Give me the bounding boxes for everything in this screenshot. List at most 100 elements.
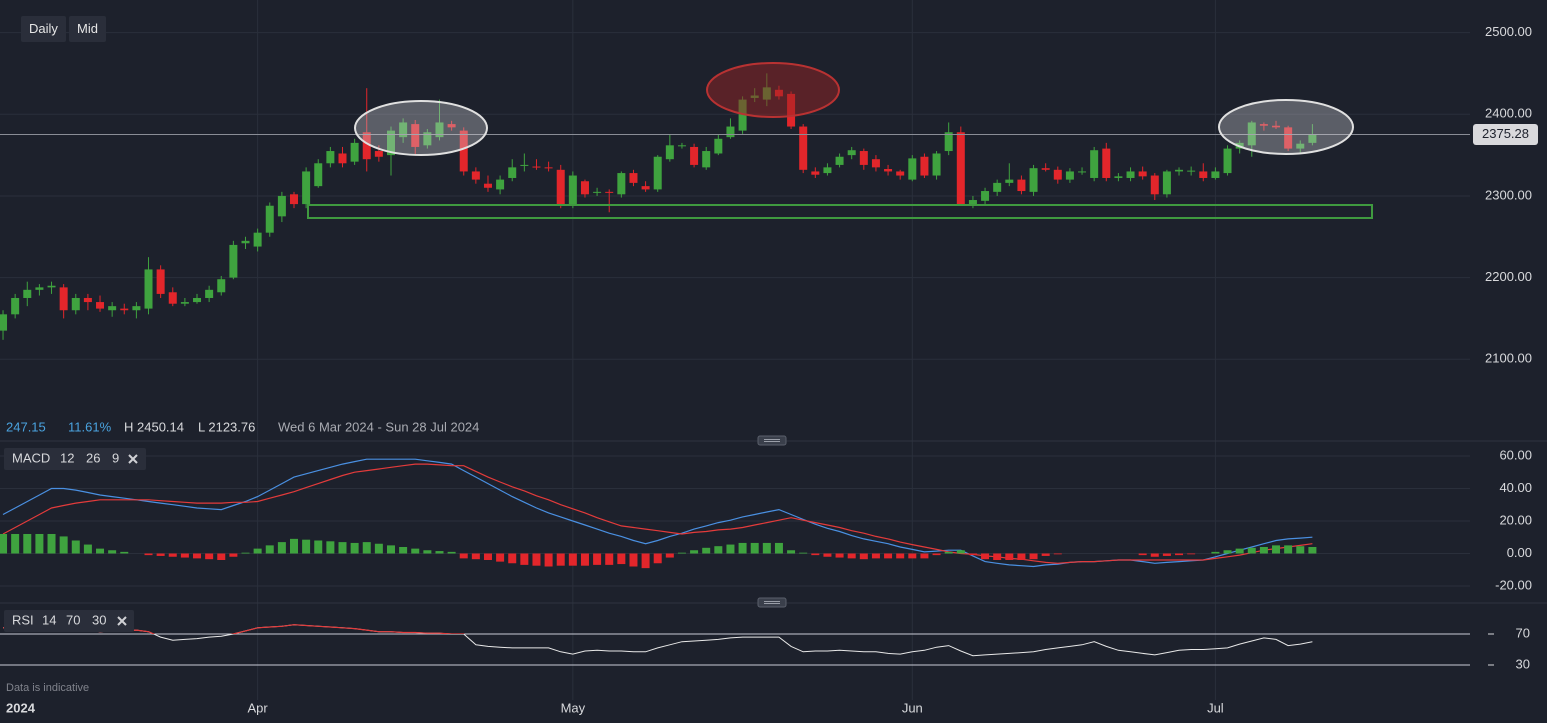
histogram-bar bbox=[690, 550, 699, 554]
y-tick-label: 40.00 bbox=[1499, 480, 1532, 495]
interval-button[interactable]: Daily bbox=[21, 16, 66, 42]
indicator-param: 30 bbox=[92, 612, 106, 627]
histogram-bar bbox=[629, 553, 638, 567]
candle-body bbox=[229, 244, 238, 278]
axes: 2024 Apr May Jun Jul 2500.00 2400.00 2300.00 220… bbox=[6, 24, 1538, 715]
histogram-bar bbox=[568, 553, 577, 566]
candle-body bbox=[823, 167, 832, 174]
histogram-bar bbox=[23, 533, 32, 554]
histogram-bar bbox=[520, 553, 529, 565]
resize-handle[interactable] bbox=[757, 597, 787, 608]
candle-body bbox=[944, 132, 953, 152]
histogram-bar bbox=[459, 553, 468, 559]
x-tick-label: 2024 bbox=[6, 700, 36, 715]
candle-body bbox=[1259, 124, 1268, 126]
candle-body bbox=[1138, 171, 1147, 177]
histogram-bar bbox=[665, 553, 674, 558]
candle-body bbox=[471, 171, 480, 180]
histogram-bar bbox=[314, 540, 323, 554]
candle-body bbox=[884, 168, 893, 172]
candle-body bbox=[386, 130, 395, 156]
histogram-bar bbox=[556, 553, 565, 566]
histogram-bar bbox=[35, 533, 44, 554]
last-price-box bbox=[1473, 123, 1538, 145]
histogram-bar bbox=[823, 553, 832, 557]
candle-body bbox=[1029, 168, 1038, 192]
candle-body bbox=[908, 158, 917, 180]
candle-body bbox=[714, 138, 723, 154]
y-tick-label: 0.00 bbox=[1507, 545, 1532, 560]
candle-body bbox=[1223, 148, 1232, 174]
histogram-bar bbox=[386, 545, 395, 554]
histogram-bar bbox=[435, 551, 444, 554]
candle-body bbox=[568, 175, 577, 205]
candle-body bbox=[593, 191, 602, 193]
histogram-bar bbox=[399, 546, 408, 554]
histogram-bar bbox=[447, 551, 456, 554]
candle-body bbox=[302, 171, 311, 205]
candle-body bbox=[374, 151, 383, 157]
histogram-bar bbox=[908, 553, 917, 559]
histogram-bar bbox=[1259, 546, 1268, 554]
candle-body bbox=[277, 195, 286, 217]
y-tick-label: 2300.00 bbox=[1485, 187, 1532, 202]
handle[interactable] bbox=[757, 597, 787, 608]
histogram-bar bbox=[229, 553, 238, 557]
histogram-bar bbox=[362, 542, 371, 554]
candle-body bbox=[23, 289, 32, 298]
candle-body bbox=[1162, 171, 1171, 195]
histogram-bar bbox=[120, 551, 129, 554]
x-tick-label: Jun bbox=[902, 700, 923, 715]
histogram-bar bbox=[156, 553, 165, 556]
last-price-label: 2375.28 bbox=[1482, 126, 1529, 141]
candle-body bbox=[508, 167, 517, 178]
candle-body bbox=[799, 126, 808, 170]
candle-body bbox=[435, 122, 444, 138]
indicator-param: 9 bbox=[112, 450, 119, 465]
candle-body bbox=[290, 194, 298, 205]
histogram-bar bbox=[1223, 550, 1232, 554]
candle-body bbox=[1296, 143, 1305, 149]
candle-body bbox=[1078, 171, 1087, 173]
histogram-bar bbox=[144, 553, 153, 556]
histogram-bar bbox=[350, 542, 359, 554]
candle-body bbox=[1187, 170, 1196, 172]
candle-body bbox=[993, 182, 1002, 192]
stats-row: 247.15 11.61% H 2450.14 L 2123.76 Wed 6 … bbox=[6, 419, 479, 434]
resize-handle[interactable] bbox=[757, 435, 787, 446]
candle-body bbox=[847, 150, 856, 156]
histogram-bar bbox=[750, 542, 759, 554]
candle-body bbox=[968, 200, 977, 205]
price-type-button[interactable]: Mid bbox=[69, 16, 106, 42]
close-stroke bbox=[128, 454, 138, 464]
footer-note: Data is indicative bbox=[6, 682, 89, 694]
histogram-bar bbox=[726, 544, 735, 554]
histogram-bar bbox=[1272, 545, 1281, 554]
histogram-bar bbox=[483, 553, 492, 561]
histogram-bar bbox=[180, 553, 189, 558]
indicator-name: RSI bbox=[12, 612, 34, 627]
candle-body bbox=[144, 269, 153, 309]
histogram-bar bbox=[544, 553, 553, 567]
histogram-bar bbox=[653, 553, 662, 564]
candle-body bbox=[399, 122, 408, 138]
candle-body bbox=[1126, 171, 1135, 178]
histogram-bar bbox=[714, 546, 723, 554]
indicator-param: 70 bbox=[66, 612, 80, 627]
indicator-line bbox=[2, 463, 1313, 564]
high: H 2450.14 bbox=[124, 419, 184, 434]
close-icon[interactable] bbox=[128, 454, 138, 464]
close-icon[interactable] bbox=[117, 616, 127, 626]
candle-body bbox=[350, 142, 359, 162]
histogram-bar bbox=[302, 539, 311, 554]
candle-body bbox=[835, 156, 844, 165]
candle-body bbox=[1175, 169, 1184, 172]
handle[interactable] bbox=[757, 435, 787, 446]
histogram-bar bbox=[871, 553, 880, 559]
candle-body bbox=[180, 302, 189, 304]
candle-body bbox=[932, 153, 941, 176]
histogram-bar bbox=[884, 553, 893, 559]
y-tick-label: 30 bbox=[1516, 656, 1530, 671]
histogram-bar bbox=[1211, 551, 1220, 554]
